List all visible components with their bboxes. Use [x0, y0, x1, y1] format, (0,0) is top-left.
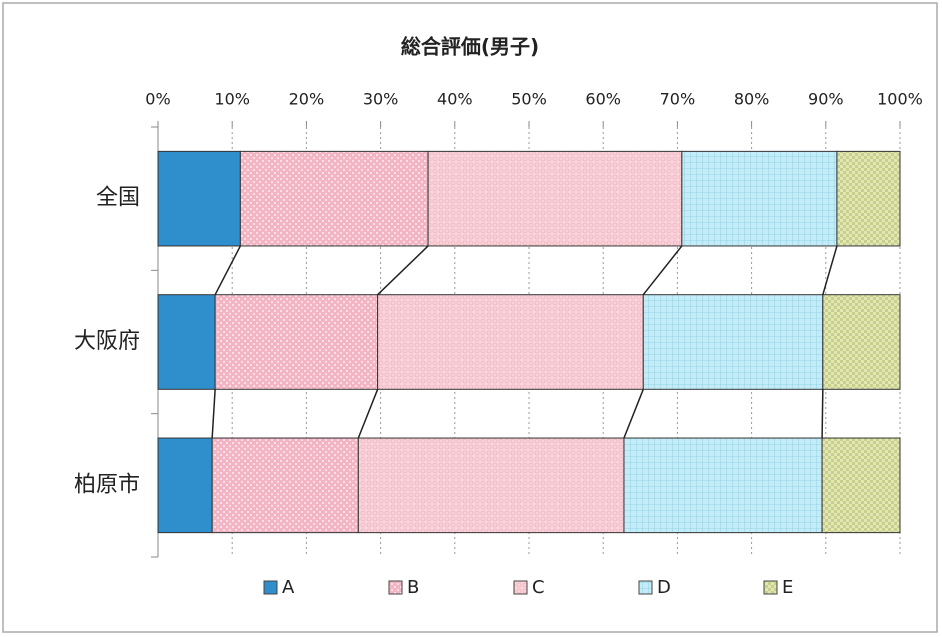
bar-segment — [642, 294, 824, 390]
bar-segment — [239, 150, 429, 247]
connector-line — [623, 389, 644, 439]
x-tick-label: 30% — [363, 90, 399, 109]
x-tick-label: 70% — [660, 90, 696, 109]
x-tick-label: 80% — [734, 90, 770, 109]
bar-segment — [157, 294, 216, 390]
connector-line — [211, 389, 216, 439]
connector-line — [642, 245, 683, 296]
bar-segment — [836, 150, 901, 247]
legend-swatch — [638, 580, 653, 595]
bar-segment — [681, 150, 838, 247]
legend-label: E — [782, 577, 793, 598]
bar-segment — [377, 294, 644, 390]
bar-segment — [211, 437, 359, 534]
x-tick-label: 90% — [808, 90, 844, 109]
x-tick-label: 50% — [511, 90, 547, 109]
x-tick-label: 100% — [877, 90, 923, 109]
bar-segment — [822, 294, 901, 390]
x-tick-label: 0% — [145, 90, 170, 109]
legend-swatch — [513, 580, 528, 595]
bar-segment — [623, 437, 823, 534]
y-tick-label: 全国 — [96, 186, 140, 211]
chart-title: 総合評価(男子) — [401, 35, 539, 59]
legend-label: D — [657, 577, 671, 598]
legend-swatch — [263, 580, 278, 595]
bar-segment — [357, 437, 625, 534]
x-tick-label: 40% — [437, 90, 473, 109]
y-tick-label: 柏原市 — [74, 472, 140, 497]
x-tick-label: 20% — [289, 90, 325, 109]
bar-segment — [214, 294, 379, 390]
bar-segment — [157, 437, 213, 534]
bar-segment — [821, 437, 901, 534]
connector-line — [822, 245, 838, 295]
connector-line — [377, 245, 429, 296]
connector-line — [821, 389, 824, 439]
bar-segment — [157, 150, 241, 247]
legend-label: C — [532, 577, 545, 598]
connector-line — [357, 389, 379, 439]
y-tick-label: 大阪府 — [74, 329, 140, 354]
legend-swatch — [388, 580, 403, 595]
legend-label: B — [407, 577, 419, 598]
x-tick-label: 60% — [585, 90, 621, 109]
bar-segment — [427, 150, 683, 247]
legend-label: A — [282, 577, 295, 598]
legend-swatch — [763, 580, 778, 595]
connector-line — [214, 245, 242, 296]
x-tick-label: 10% — [214, 90, 250, 109]
